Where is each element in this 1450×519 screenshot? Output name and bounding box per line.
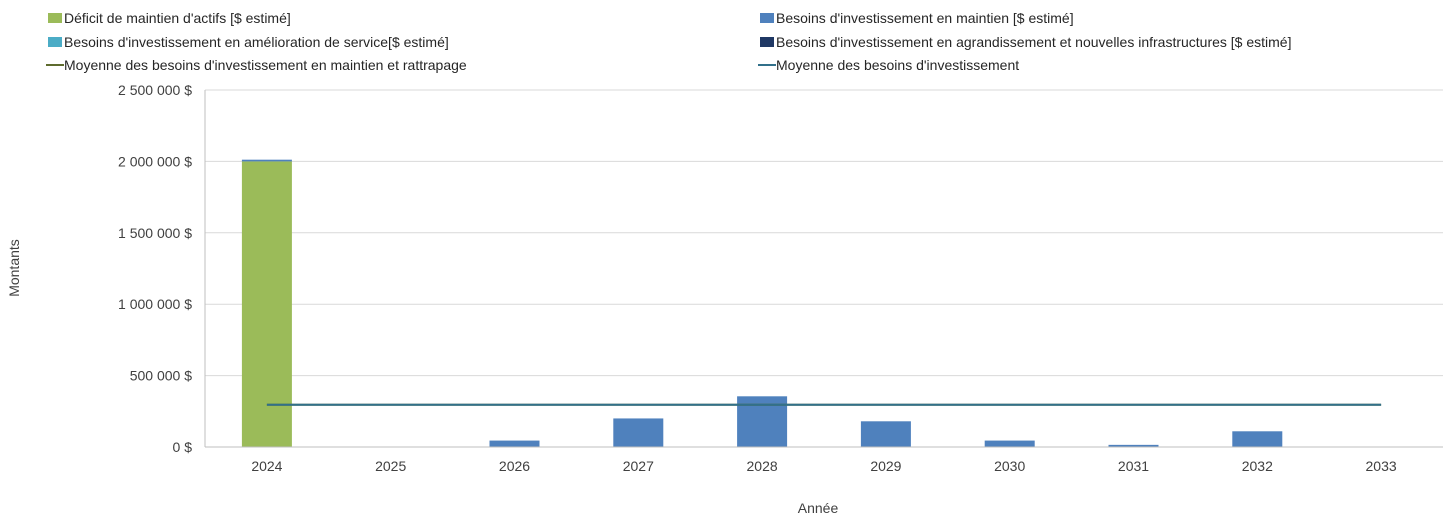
- x-tick-label: 2024: [251, 458, 282, 474]
- legend-label: Moyenne des besoins d'investissement: [776, 57, 1019, 73]
- legend-swatch: [48, 13, 62, 23]
- y-tick-label: 500 000 $: [130, 368, 192, 384]
- x-tick-label: 2033: [1366, 458, 1397, 474]
- legend-label: Besoins d'investissement en maintien [$ …: [776, 10, 1074, 26]
- x-tick-label: 2026: [499, 458, 530, 474]
- x-tick-label: 2028: [747, 458, 778, 474]
- y-axis-title: Montants: [6, 239, 22, 297]
- bar: [860, 421, 911, 447]
- legend-swatch: [760, 13, 774, 23]
- bar: [984, 440, 1035, 447]
- y-tick-label: 1 500 000 $: [118, 225, 192, 241]
- legend-label: Moyenne des besoins d'investissement en …: [64, 57, 467, 73]
- y-tick-label: 2 000 000 $: [118, 153, 192, 169]
- grid-lines: [205, 89, 1443, 377]
- legend-label: Besoins d'investissement en amélioration…: [64, 34, 449, 50]
- legend-label: Besoins d'investissement en agrandisseme…: [776, 34, 1291, 50]
- bar: [1108, 444, 1159, 447]
- bar: [241, 161, 292, 447]
- bar: [489, 440, 540, 447]
- y-tick-label: 0 $: [173, 439, 193, 455]
- bar: [1232, 431, 1283, 447]
- x-tick-label: 2029: [870, 458, 901, 474]
- x-tick-label: 2031: [1118, 458, 1149, 474]
- legend-label: Déficit de maintien d'actifs [$ estimé]: [64, 10, 291, 26]
- y-tick-label: 2 500 000 $: [118, 82, 192, 98]
- legend-swatch: [760, 37, 774, 47]
- axes: 0 $ 500 000 $ 1 000 000 $ 1 500 000 $ 2 000 …: [118, 82, 1443, 474]
- bar: [613, 418, 664, 447]
- legend: Déficit de maintien d'actifs [$ estimé] B…: [46, 10, 1291, 73]
- legend-swatch: [48, 37, 62, 47]
- x-tick-label: 2027: [623, 458, 654, 474]
- x-tick-label: 2025: [375, 458, 406, 474]
- x-axis-title: Année: [798, 500, 839, 516]
- bar: [241, 159, 292, 162]
- x-tick-label: 2030: [994, 458, 1025, 474]
- y-tick-label: 1 000 000 $: [118, 296, 192, 312]
- x-tick-label: 2032: [1242, 458, 1273, 474]
